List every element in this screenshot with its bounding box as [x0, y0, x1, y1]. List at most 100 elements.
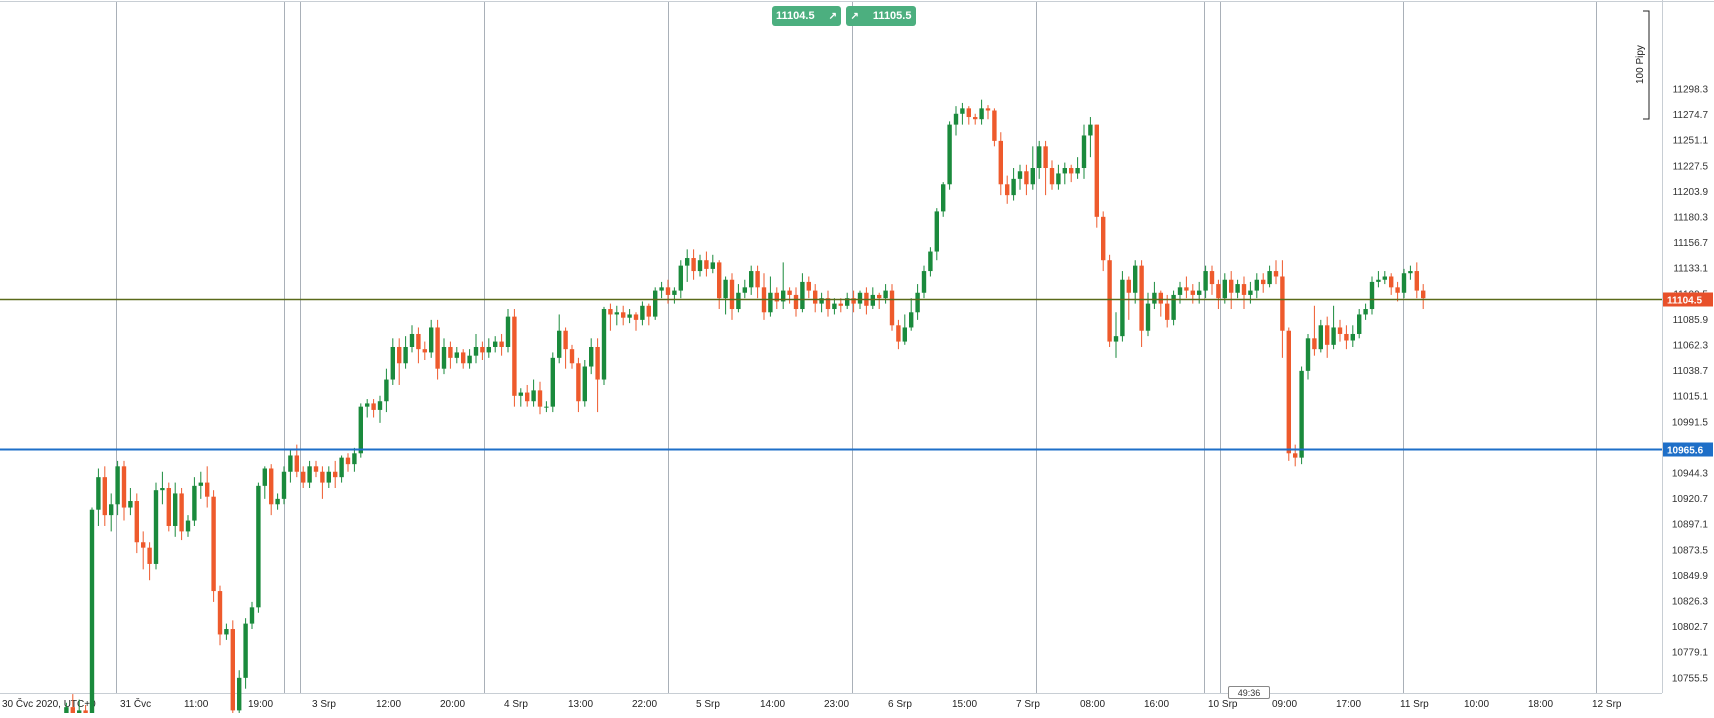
bear-candle [1165, 303, 1170, 320]
bull-candle [710, 262, 715, 269]
bull-candle [262, 468, 267, 486]
candle-countdown: 49:36 [1228, 686, 1270, 699]
current-price-tag-label: 11104.5 [1667, 296, 1702, 307]
bull-candle [454, 352, 459, 358]
arrow-up-right-icon: ↗ [828, 10, 837, 22]
bear-candle [889, 290, 895, 326]
bull-candle [467, 355, 472, 364]
bull-candle [1081, 135, 1087, 169]
price-tick-label: 11038.7 [1673, 366, 1709, 377]
bull-candle [1171, 294, 1176, 320]
bear-candle [717, 262, 722, 299]
bull-candle [915, 292, 920, 313]
bear-candle [371, 403, 376, 410]
bear-candle [1280, 276, 1285, 331]
bull-candle [505, 316, 511, 347]
time-tick-label: 09:00 [1272, 699, 1297, 710]
sell-button[interactable]: 11104.5 ↗ [772, 6, 841, 26]
bear-candle [774, 292, 779, 302]
bear-candle [1107, 260, 1112, 342]
bull-candle [653, 290, 658, 317]
bull-candle [742, 287, 747, 293]
bear-candle [211, 496, 216, 592]
bear-candle [448, 346, 453, 358]
bull-candle [1408, 271, 1413, 274]
bull-candle [237, 677, 242, 711]
bull-candle [1331, 327, 1336, 345]
sell-price: 11104.5 [776, 10, 815, 22]
price-tick-label: 11274.7 [1673, 110, 1709, 121]
bear-candle [992, 110, 997, 141]
bear-candle [1158, 292, 1163, 304]
time-tick-label: 18:00 [1528, 699, 1553, 710]
bear-candle [1395, 287, 1400, 293]
bear-candle [102, 477, 107, 516]
bull-candle [1088, 124, 1093, 136]
bull-candle [390, 346, 395, 380]
bull-candle [352, 453, 357, 465]
pip-ruler-bracket [1643, 10, 1650, 120]
time-tick-label: 4 Srp [504, 699, 528, 710]
bear-candle [422, 349, 427, 353]
bear-candle [793, 294, 799, 310]
bear-candle [1286, 330, 1291, 454]
bull-candle [1011, 178, 1016, 196]
bull-candle [781, 290, 786, 302]
bull-candle [749, 271, 754, 288]
bull-candle [192, 485, 197, 521]
bear-candle [70, 707, 75, 716]
time-tick-label: 3 Srp [312, 699, 336, 710]
bull-candle [736, 292, 741, 310]
bear-candle [621, 312, 626, 318]
current-price-tag [1663, 292, 1713, 307]
bear-candle [461, 352, 466, 364]
bear-candle [121, 466, 127, 508]
bull-candle [614, 312, 619, 315]
bear-candle [1216, 284, 1221, 299]
bull-candle [1222, 279, 1227, 299]
bear-candle [576, 363, 581, 402]
bull-candle [339, 457, 344, 478]
time-tick-label: 10:00 [1464, 699, 1489, 710]
price-tick-label: 10849.9 [1672, 571, 1709, 582]
bull-candle [1382, 276, 1387, 280]
time-tick-label: 23:00 [824, 699, 849, 710]
bull-candle [243, 623, 248, 678]
price-line-tag-label: 10965.6 [1667, 446, 1704, 457]
bull-candle [115, 466, 120, 505]
price-tick-label: 10873.5 [1672, 545, 1709, 556]
bear-candle [608, 309, 613, 315]
bull-candle [550, 357, 555, 407]
bull-candle [857, 292, 863, 304]
price-tick-label: 11062.3 [1673, 341, 1709, 352]
bull-candle [441, 346, 447, 369]
bull-candle [288, 455, 293, 472]
time-tick-label: 6 Srp [888, 699, 912, 710]
buy-button[interactable]: ↗ 11105.5 [846, 6, 916, 26]
bull-candle [960, 108, 965, 114]
bear-candle [1139, 265, 1144, 331]
bull-candle [979, 108, 984, 120]
time-tick-label: 11:00 [184, 699, 209, 710]
bear-candle [416, 333, 421, 350]
bear-candle [179, 493, 184, 532]
bear-candle [1337, 327, 1343, 334]
bull-candle [198, 482, 203, 486]
bull-candle [160, 488, 165, 491]
bull-candle [1305, 338, 1311, 371]
bull-candle [377, 401, 383, 410]
time-tick-label: 5 Srp [696, 699, 720, 710]
bear-candle [134, 501, 139, 543]
bull-candle [1350, 333, 1355, 341]
bull-candle [1363, 309, 1368, 315]
bull-candle [109, 504, 114, 516]
bull-candle [921, 271, 927, 293]
bull-candle [953, 113, 959, 125]
bull-candle [1267, 271, 1272, 285]
bear-candle [755, 271, 760, 288]
bull-candle [1254, 279, 1259, 291]
bull-candle [557, 330, 562, 358]
time-tick-label: 15:00 [952, 699, 977, 710]
